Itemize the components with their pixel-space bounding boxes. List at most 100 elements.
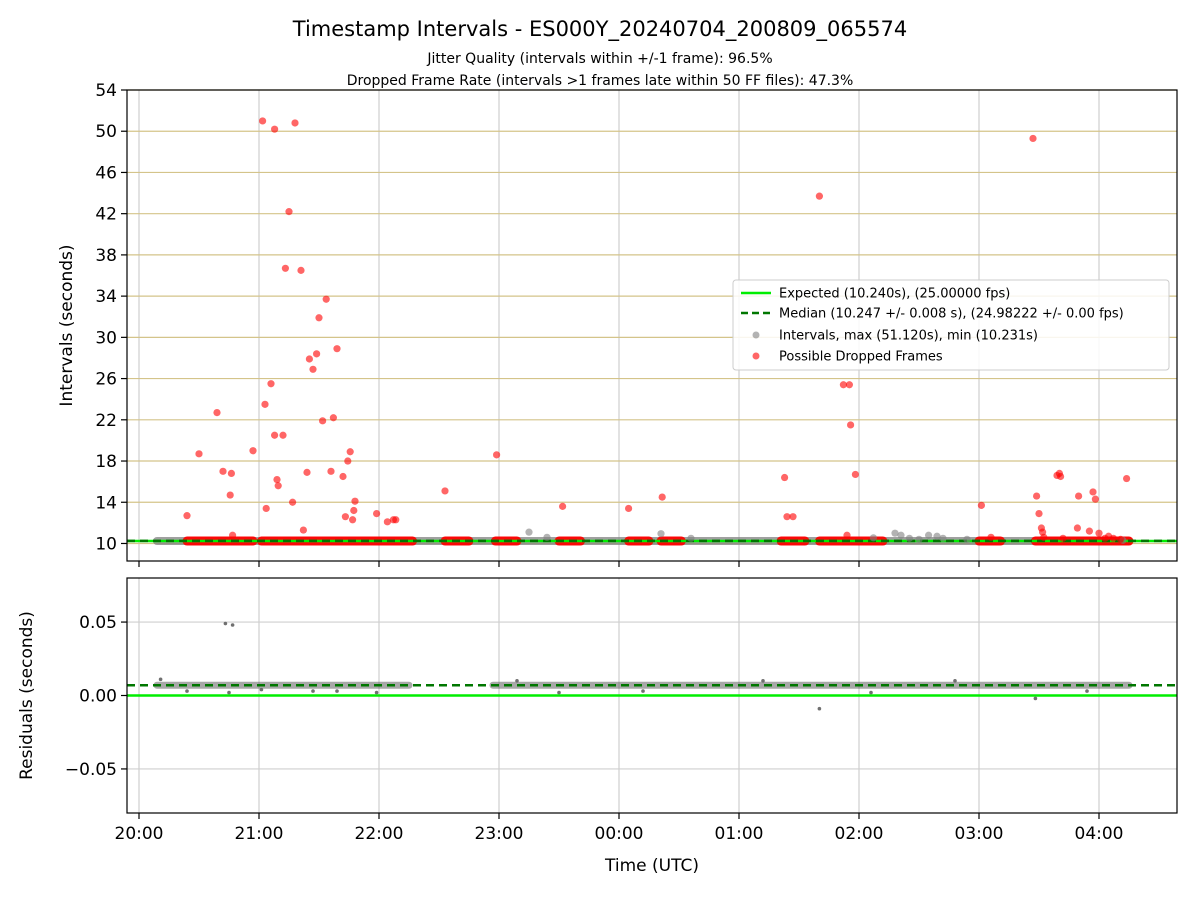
top-point-1-68 bbox=[1057, 472, 1065, 481]
top-ytick-label-9: 46 bbox=[95, 163, 117, 183]
bot-xtick-label-8: 04:00 bbox=[1075, 824, 1124, 844]
top-point-1-28 bbox=[319, 417, 327, 425]
bot-point-0-9 bbox=[335, 689, 339, 693]
top-point-1-41 bbox=[383, 518, 391, 526]
top-point-1-69 bbox=[1059, 534, 1067, 542]
top-point-1-75 bbox=[1095, 529, 1103, 537]
top-point-1-20 bbox=[291, 119, 299, 127]
top-point-1-31 bbox=[329, 414, 337, 422]
top-point-1-57 bbox=[851, 470, 860, 479]
bot-ytick-label-2: 0.05 bbox=[79, 613, 117, 633]
bot-xtick-label-4: 00:00 bbox=[595, 824, 644, 844]
top-ytick-label-1: 14 bbox=[95, 493, 117, 513]
bot-point-0-7 bbox=[259, 687, 264, 692]
top-ytick-label-0: 10 bbox=[95, 534, 117, 554]
x-axis-label: Time (UTC) bbox=[604, 856, 699, 876]
top-point-1-8 bbox=[259, 117, 267, 125]
top-point-1-54 bbox=[843, 531, 851, 539]
top-point-0-2 bbox=[657, 530, 665, 538]
legend-dropped-swatch bbox=[752, 352, 760, 360]
top-point-1-25 bbox=[309, 365, 317, 373]
legend-intervals-label: Intervals, max (51.120s), min (10.231s) bbox=[779, 329, 1038, 344]
bottom-reference-lines bbox=[127, 683, 1177, 697]
bot-xtick-label-7: 03:00 bbox=[955, 824, 1004, 844]
top-point-1-13 bbox=[271, 125, 279, 133]
top-ytick-label-2: 18 bbox=[95, 452, 117, 472]
top-point-1-60 bbox=[1029, 134, 1037, 143]
bot-ytick-label-1: 0.00 bbox=[79, 687, 117, 707]
top-ytick-label-4: 26 bbox=[95, 370, 117, 390]
bot-point-0-12 bbox=[557, 690, 561, 695]
top-axes-frame bbox=[126, 89, 1178, 562]
top-point-1-22 bbox=[299, 526, 307, 534]
top-point-1-17 bbox=[281, 264, 289, 272]
top-point-1-30 bbox=[327, 467, 335, 475]
bot-ytick-label-0: −0.05 bbox=[65, 760, 117, 780]
bot-point-0-3 bbox=[1033, 696, 1038, 701]
top-point-0-3 bbox=[687, 534, 695, 542]
bottom-y-axis-label: Residuals (seconds) bbox=[17, 611, 37, 780]
top-point-1-35 bbox=[344, 457, 352, 465]
top-point-1-7 bbox=[249, 447, 257, 455]
top-point-0-12 bbox=[963, 535, 971, 543]
top-point-1-78 bbox=[1109, 534, 1117, 542]
top-point-1-29 bbox=[322, 295, 330, 303]
top-point-0-4 bbox=[869, 534, 878, 542]
top-point-1-1 bbox=[195, 450, 203, 458]
top-point-1-32 bbox=[333, 345, 341, 353]
top-point-1-73 bbox=[1089, 488, 1097, 496]
top-point-1-15 bbox=[274, 482, 282, 490]
bottom-points bbox=[158, 621, 1089, 711]
top-point-0-5 bbox=[891, 529, 899, 537]
top-point-1-47 bbox=[625, 504, 633, 513]
legend-median-label: Median (10.247 +/- 0.008 s), (24.98222 +… bbox=[779, 307, 1124, 322]
top-ytick-label-11: 54 bbox=[95, 81, 117, 101]
bot-point-0-15 bbox=[869, 690, 873, 695]
top-point-1-4 bbox=[226, 491, 234, 499]
top-point-1-19 bbox=[289, 498, 297, 506]
top-point-1-49 bbox=[781, 473, 789, 482]
top-point-0-1 bbox=[543, 533, 551, 541]
top-ytick-label-5: 30 bbox=[95, 328, 117, 348]
top-ytick-label-3: 22 bbox=[95, 411, 117, 431]
top-point-1-71 bbox=[1075, 492, 1083, 500]
top-point-1-50 bbox=[783, 513, 791, 521]
top-point-1-44 bbox=[441, 487, 449, 495]
top-point-1-26 bbox=[313, 350, 321, 358]
bot-point-0-2 bbox=[817, 706, 822, 711]
top-point-1-43 bbox=[392, 516, 400, 524]
top-point-1-2 bbox=[213, 408, 221, 417]
subtitle-jitter: Jitter Quality (intervals within +/-1 fr… bbox=[426, 51, 772, 67]
bot-point-0-8 bbox=[311, 689, 315, 693]
bot-point-0-17 bbox=[1085, 689, 1089, 693]
top-point-1-37 bbox=[349, 516, 357, 524]
top-point-1-55 bbox=[845, 381, 854, 389]
bot-point-0-16 bbox=[953, 679, 957, 683]
top-point-0-6 bbox=[897, 531, 905, 539]
bot-point-0-4 bbox=[158, 677, 163, 682]
top-point-0-7 bbox=[905, 534, 914, 542]
top-point-1-74 bbox=[1091, 495, 1099, 503]
top-point-0-11 bbox=[939, 534, 947, 542]
top-point-1-5 bbox=[227, 469, 235, 477]
top-point-1-72 bbox=[1085, 527, 1093, 535]
top-point-1-80 bbox=[1123, 474, 1131, 483]
bot-xtick-label-3: 23:00 bbox=[475, 824, 524, 844]
top-point-1-38 bbox=[350, 506, 358, 515]
bot-point-0-13 bbox=[641, 689, 645, 693]
top-ytick-label-8: 42 bbox=[95, 205, 117, 225]
top-point-1-46 bbox=[559, 502, 567, 510]
top-point-1-48 bbox=[658, 493, 666, 501]
top-point-1-27 bbox=[315, 314, 323, 322]
top-point-1-45 bbox=[493, 451, 501, 459]
top-point-1-56 bbox=[847, 421, 855, 429]
chart-title: Timestamp Intervals - ES000Y_20240704_20… bbox=[292, 17, 907, 42]
top-point-0-0 bbox=[525, 528, 533, 536]
top-grid bbox=[127, 89, 1177, 561]
legend: Expected (10.240s), (25.00000 fps) Media… bbox=[732, 279, 1170, 371]
top-point-1-53 bbox=[839, 381, 848, 389]
top-point-1-79 bbox=[1117, 535, 1125, 543]
top-point-1-33 bbox=[339, 472, 347, 481]
